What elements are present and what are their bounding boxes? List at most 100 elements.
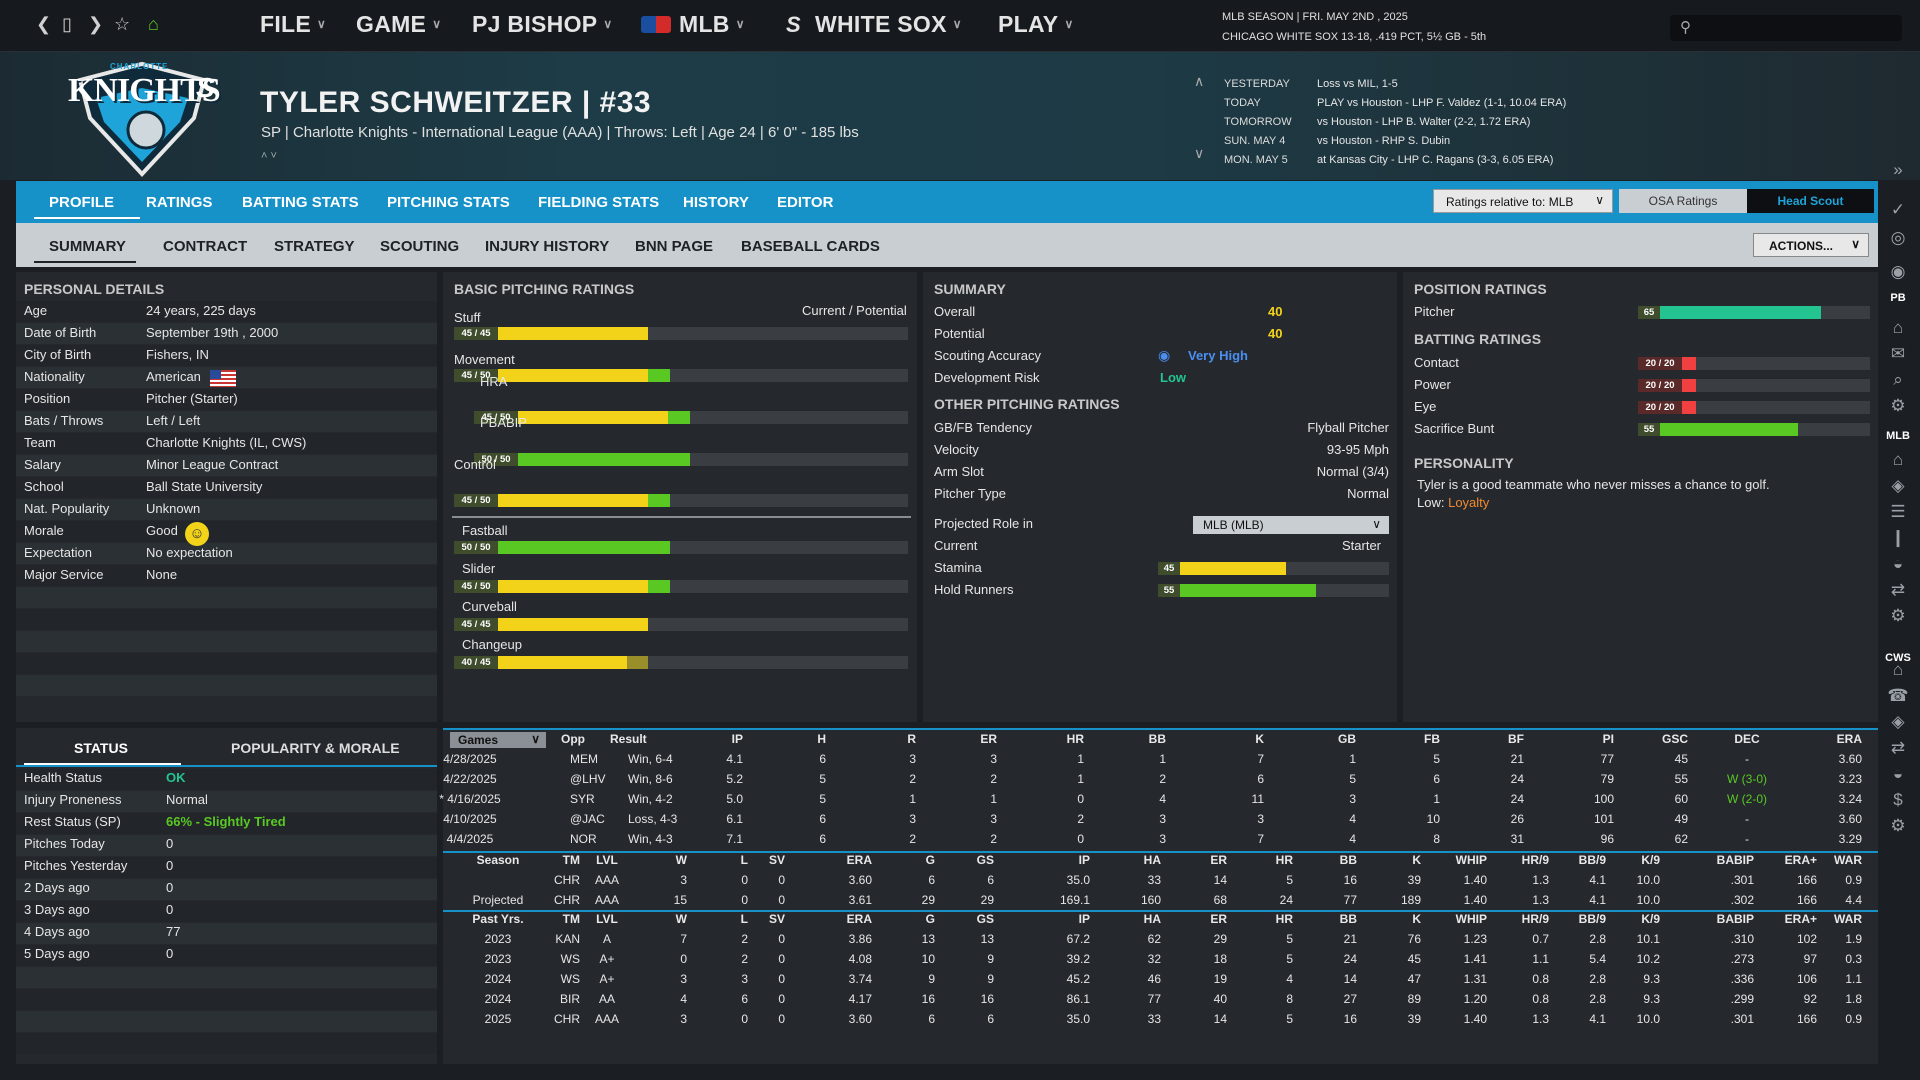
star-icon[interactable]: ☆ [114, 14, 131, 34]
menu-game[interactable]: GAME ∨ [356, 11, 442, 37]
personal-label: Salary [24, 457, 61, 472]
batting-rating-label: Eye [1414, 399, 1437, 414]
season-cell: 1.3 [1532, 873, 1549, 887]
status-value: 77 [166, 924, 181, 939]
binoculars-icon: ◉ [1158, 347, 1171, 363]
tab-baseball-cards[interactable]: BASEBALL CARDS [741, 238, 880, 255]
tab-batting-stats[interactable]: BATTING STATS [242, 194, 359, 211]
batting-rating-bar: 20 / 20 [1638, 401, 1870, 414]
ratings-relative-select[interactable]: Ratings relative to: MLB ∨ [1433, 189, 1613, 213]
mail-icon[interactable]: ✉ [1890, 344, 1906, 363]
projected-role-select[interactable]: MLB (MLB) ∨ [1193, 516, 1389, 534]
season-cell: 24 [1279, 893, 1293, 907]
past-cell: 2.8 [1589, 932, 1606, 946]
baseball-icon[interactable]: ◒ [1892, 554, 1904, 573]
tab-bnn-page[interactable]: BNN PAGE [635, 238, 714, 255]
row-stripe [16, 1033, 437, 1054]
other-rating-value: Flyball Pitcher [1307, 420, 1389, 435]
baseball-icon[interactable]: ◒ [1892, 764, 1904, 783]
personal-label: Major Service [24, 567, 104, 582]
past-header: K/9 [1641, 912, 1660, 926]
pin-icon[interactable]: ◉ [1890, 262, 1906, 281]
home-icon[interactable]: ⌂ [1892, 660, 1904, 679]
game-cell: 7 [1257, 752, 1264, 766]
check-icon[interactable]: ✓ [1890, 200, 1906, 219]
tab-scouting[interactable]: SCOUTING [380, 238, 460, 255]
target-icon[interactable]: ◈ [1891, 712, 1905, 731]
past-cell: 1.9 [1845, 932, 1862, 946]
transfer-icon[interactable]: ⇄ [1890, 738, 1906, 757]
games-header: HR [1066, 732, 1084, 746]
tab-summary[interactable]: SUMMARY [49, 238, 126, 255]
target-icon[interactable]: ◈ [1891, 476, 1905, 495]
tab-pitching-stats[interactable]: PITCHING STATS [387, 194, 510, 211]
past-cell: 16 [980, 992, 994, 1006]
menu-manager[interactable]: PJ BISHOP ∨ [472, 11, 613, 37]
game-cell: 24 [1510, 792, 1524, 806]
phone-icon[interactable]: ☎ [1887, 686, 1909, 705]
gear-icon[interactable]: ⚙ [1890, 816, 1906, 835]
menu-file[interactable]: FILE ∨ [260, 11, 327, 37]
game-cell: 2 [1077, 812, 1084, 826]
tab-injury-history[interactable]: INJURY HISTORY [485, 238, 610, 255]
home-icon[interactable]: ⌂ [1892, 450, 1904, 469]
search-icon[interactable]: ⌕ [1893, 370, 1903, 389]
past-cell: 0.9 [1845, 1012, 1862, 1026]
head-scout-button[interactable]: Head Scout [1747, 189, 1874, 213]
game-cell: 4/22/2025 [443, 772, 497, 786]
past-header: TM [562, 912, 580, 926]
transfer-icon[interactable]: ⇄ [1890, 580, 1906, 599]
season-cell: .301 [1730, 873, 1754, 887]
row-stripe [16, 653, 437, 674]
status-label: 5 Days ago [24, 946, 90, 961]
actions-button[interactable]: ACTIONS... ∨ [1753, 233, 1869, 257]
schedule-down-icon[interactable]: ∨ [1194, 145, 1205, 161]
schedule-up-icon[interactable]: ∧ [1194, 73, 1205, 89]
tab-popularity-morale[interactable]: POPULARITY & MORALE [231, 740, 400, 756]
game-cell: 0 [1077, 832, 1084, 846]
tab-profile[interactable]: PROFILE [49, 194, 115, 211]
tab-history[interactable]: HISTORY [683, 194, 749, 211]
tab-ratings[interactable]: RATINGS [146, 194, 213, 211]
dev-risk-label: Development Risk [934, 370, 1040, 385]
tab-status[interactable]: STATUS [74, 740, 128, 756]
document-icon[interactable]: ▯ [62, 14, 72, 34]
home-icon[interactable]: ⌂ [1892, 318, 1904, 337]
chart-icon[interactable]: ❙ [1890, 528, 1906, 547]
season-cell: AAA [594, 893, 619, 907]
potential-label: Potential [934, 326, 985, 341]
season-header: K/9 [1641, 853, 1660, 867]
menu-league[interactable]: MLB ∨ [641, 11, 745, 38]
rating-value: 40 / 45 [454, 656, 498, 669]
game-cell: 5.0 [726, 792, 743, 806]
back-icon[interactable]: ❮ [36, 14, 52, 34]
home-icon[interactable]: ⌂ [148, 14, 159, 34]
globe-icon[interactable]: ◎ [1890, 228, 1906, 247]
overall-label: Overall [934, 304, 976, 319]
menu-team[interactable]: S WHITE SOX ∨ [786, 11, 962, 37]
search-input[interactable]: ⚲ [1670, 15, 1902, 41]
gear-icon[interactable]: ⚙ [1890, 606, 1906, 625]
row-stripe [16, 901, 437, 922]
tab-contract[interactable]: CONTRACT [163, 238, 248, 255]
money-icon[interactable]: $ [1893, 790, 1903, 809]
past-header: ER [1210, 912, 1227, 926]
tab-editor[interactable]: EDITOR [777, 194, 834, 211]
collapse-icon[interactable]: » [1893, 160, 1903, 179]
games-header: PI [1602, 732, 1614, 746]
games-select[interactable]: Games ∨ [450, 732, 546, 748]
forward-icon[interactable]: ❯ [88, 14, 104, 34]
tab-strategy[interactable]: STRATEGY [274, 238, 355, 255]
past-cell: 3 [680, 972, 687, 986]
menu-play[interactable]: PLAY ∨ [998, 11, 1074, 37]
list-icon[interactable]: ☰ [1890, 502, 1906, 521]
osa-ratings-button[interactable]: OSA Ratings [1619, 189, 1747, 213]
gear-icon[interactable]: ⚙ [1890, 396, 1906, 415]
season-header: GS [976, 853, 994, 867]
player-nav-arrows[interactable]: ˄ ˅ [261, 150, 277, 162]
game-cell: 60 [1674, 792, 1688, 806]
status-value: 0 [166, 946, 174, 961]
tab-fielding-stats[interactable]: FIELDING STATS [538, 194, 660, 211]
games-header: Opp [561, 732, 585, 746]
row-stripe [16, 879, 437, 900]
